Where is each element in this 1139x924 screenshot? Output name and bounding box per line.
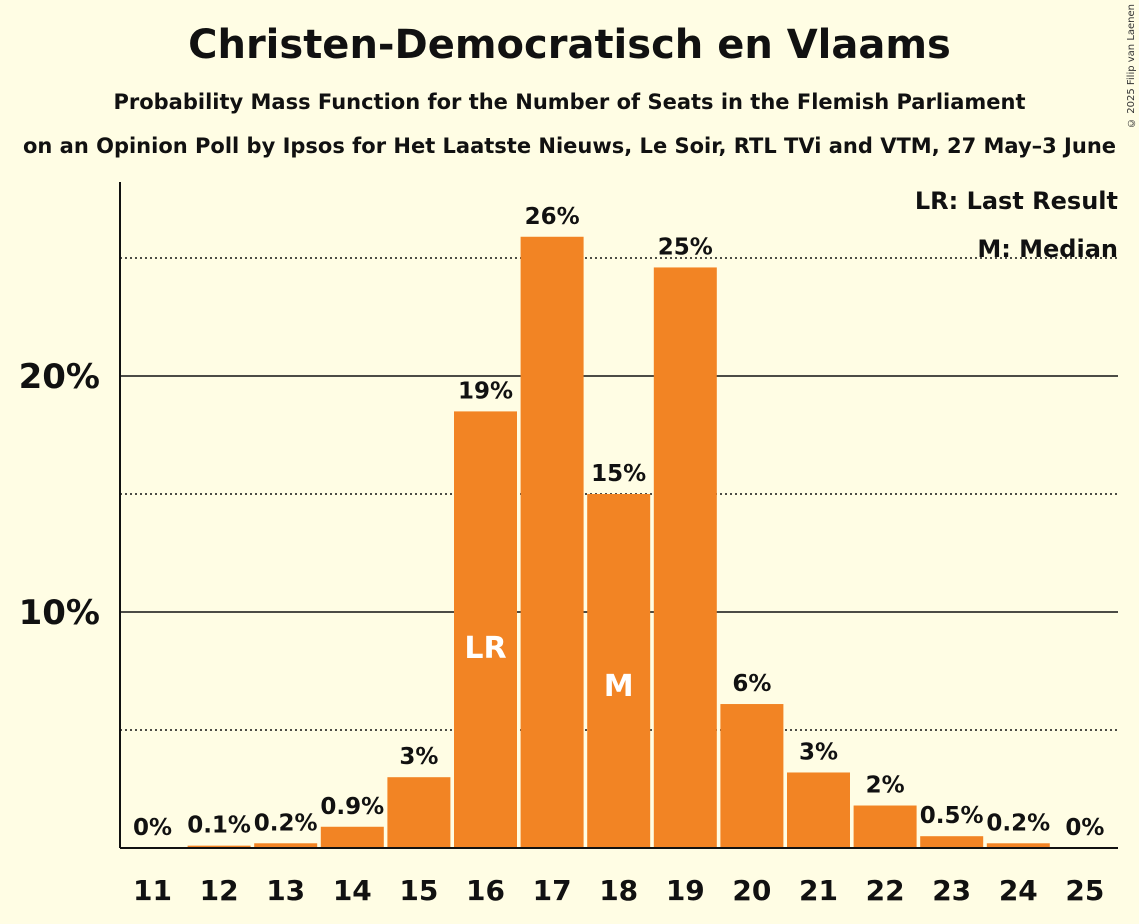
legend-median: M: Median (977, 235, 1118, 263)
x-tick-label: 16 (466, 874, 505, 907)
bar-marker-m: M (604, 669, 634, 704)
bar (986, 843, 1050, 848)
chart-source: on an Opinion Poll by Ipsos for Het Laat… (22, 134, 1117, 158)
x-tick-label: 15 (399, 874, 438, 907)
bar (387, 777, 451, 848)
data-label: 3% (799, 739, 838, 765)
data-label: 25% (658, 234, 713, 260)
bars (187, 236, 1050, 848)
bar (653, 267, 717, 848)
x-tick-label: 24 (999, 874, 1038, 907)
bar (320, 826, 384, 848)
x-tick-label: 21 (799, 874, 838, 907)
data-label: 0.1% (187, 813, 251, 839)
data-label: 19% (458, 378, 513, 404)
data-label: 0.2% (254, 810, 318, 836)
gridlines (120, 257, 1118, 731)
bar (187, 845, 251, 848)
chart-title: Christen-Democratisch en Vlaams (188, 22, 951, 68)
bar (454, 411, 517, 848)
data-label: 0.9% (320, 794, 384, 820)
data-labels: 0% 0.1% 0.2%0.9%3%19%26%15%25%6%3%2%0.5% 0.… (133, 204, 1104, 841)
data-label: 2% (866, 773, 905, 799)
x-tick-label: 13 (266, 874, 305, 907)
legend-last-result: LR: Last Result (915, 187, 1118, 215)
bar-marker-lr: LR (464, 631, 506, 666)
axes: 10% 20% 11 12 13 14 15 16 17 18 19 20 21 22 23 24 25 (19, 182, 1118, 907)
x-tick-label: 11 (133, 874, 172, 907)
x-tick-label: 19 (666, 874, 705, 907)
bar (853, 805, 917, 848)
bar (587, 494, 651, 848)
y-tick-label: 10% (19, 593, 100, 633)
data-label: 15% (591, 461, 646, 487)
data-label: 3% (399, 744, 438, 770)
data-label: 6% (732, 671, 771, 697)
x-tick-label: 22 (866, 874, 905, 907)
data-label: 0.5% (920, 803, 984, 829)
x-tick-label: 23 (932, 874, 971, 907)
bar (787, 772, 850, 848)
bar (254, 843, 318, 848)
x-tick-label: 14 (333, 874, 372, 907)
bar (720, 704, 784, 848)
x-tick-label: 18 (599, 874, 638, 907)
x-tick-label: 25 (1065, 874, 1104, 907)
x-tick-label: 17 (533, 874, 572, 907)
data-label: 0% (1065, 815, 1104, 841)
y-tick-label: 20% (19, 357, 100, 397)
bar (920, 836, 984, 848)
bar (520, 236, 584, 848)
x-tick-label: 20 (732, 874, 771, 907)
data-label: 26% (525, 204, 580, 230)
data-label: 0.2% (986, 810, 1050, 836)
x-tick-label: 12 (200, 874, 239, 907)
data-label: 0% (133, 815, 172, 841)
chart-subtitle: Probability Mass Function for the Number… (113, 90, 1026, 114)
